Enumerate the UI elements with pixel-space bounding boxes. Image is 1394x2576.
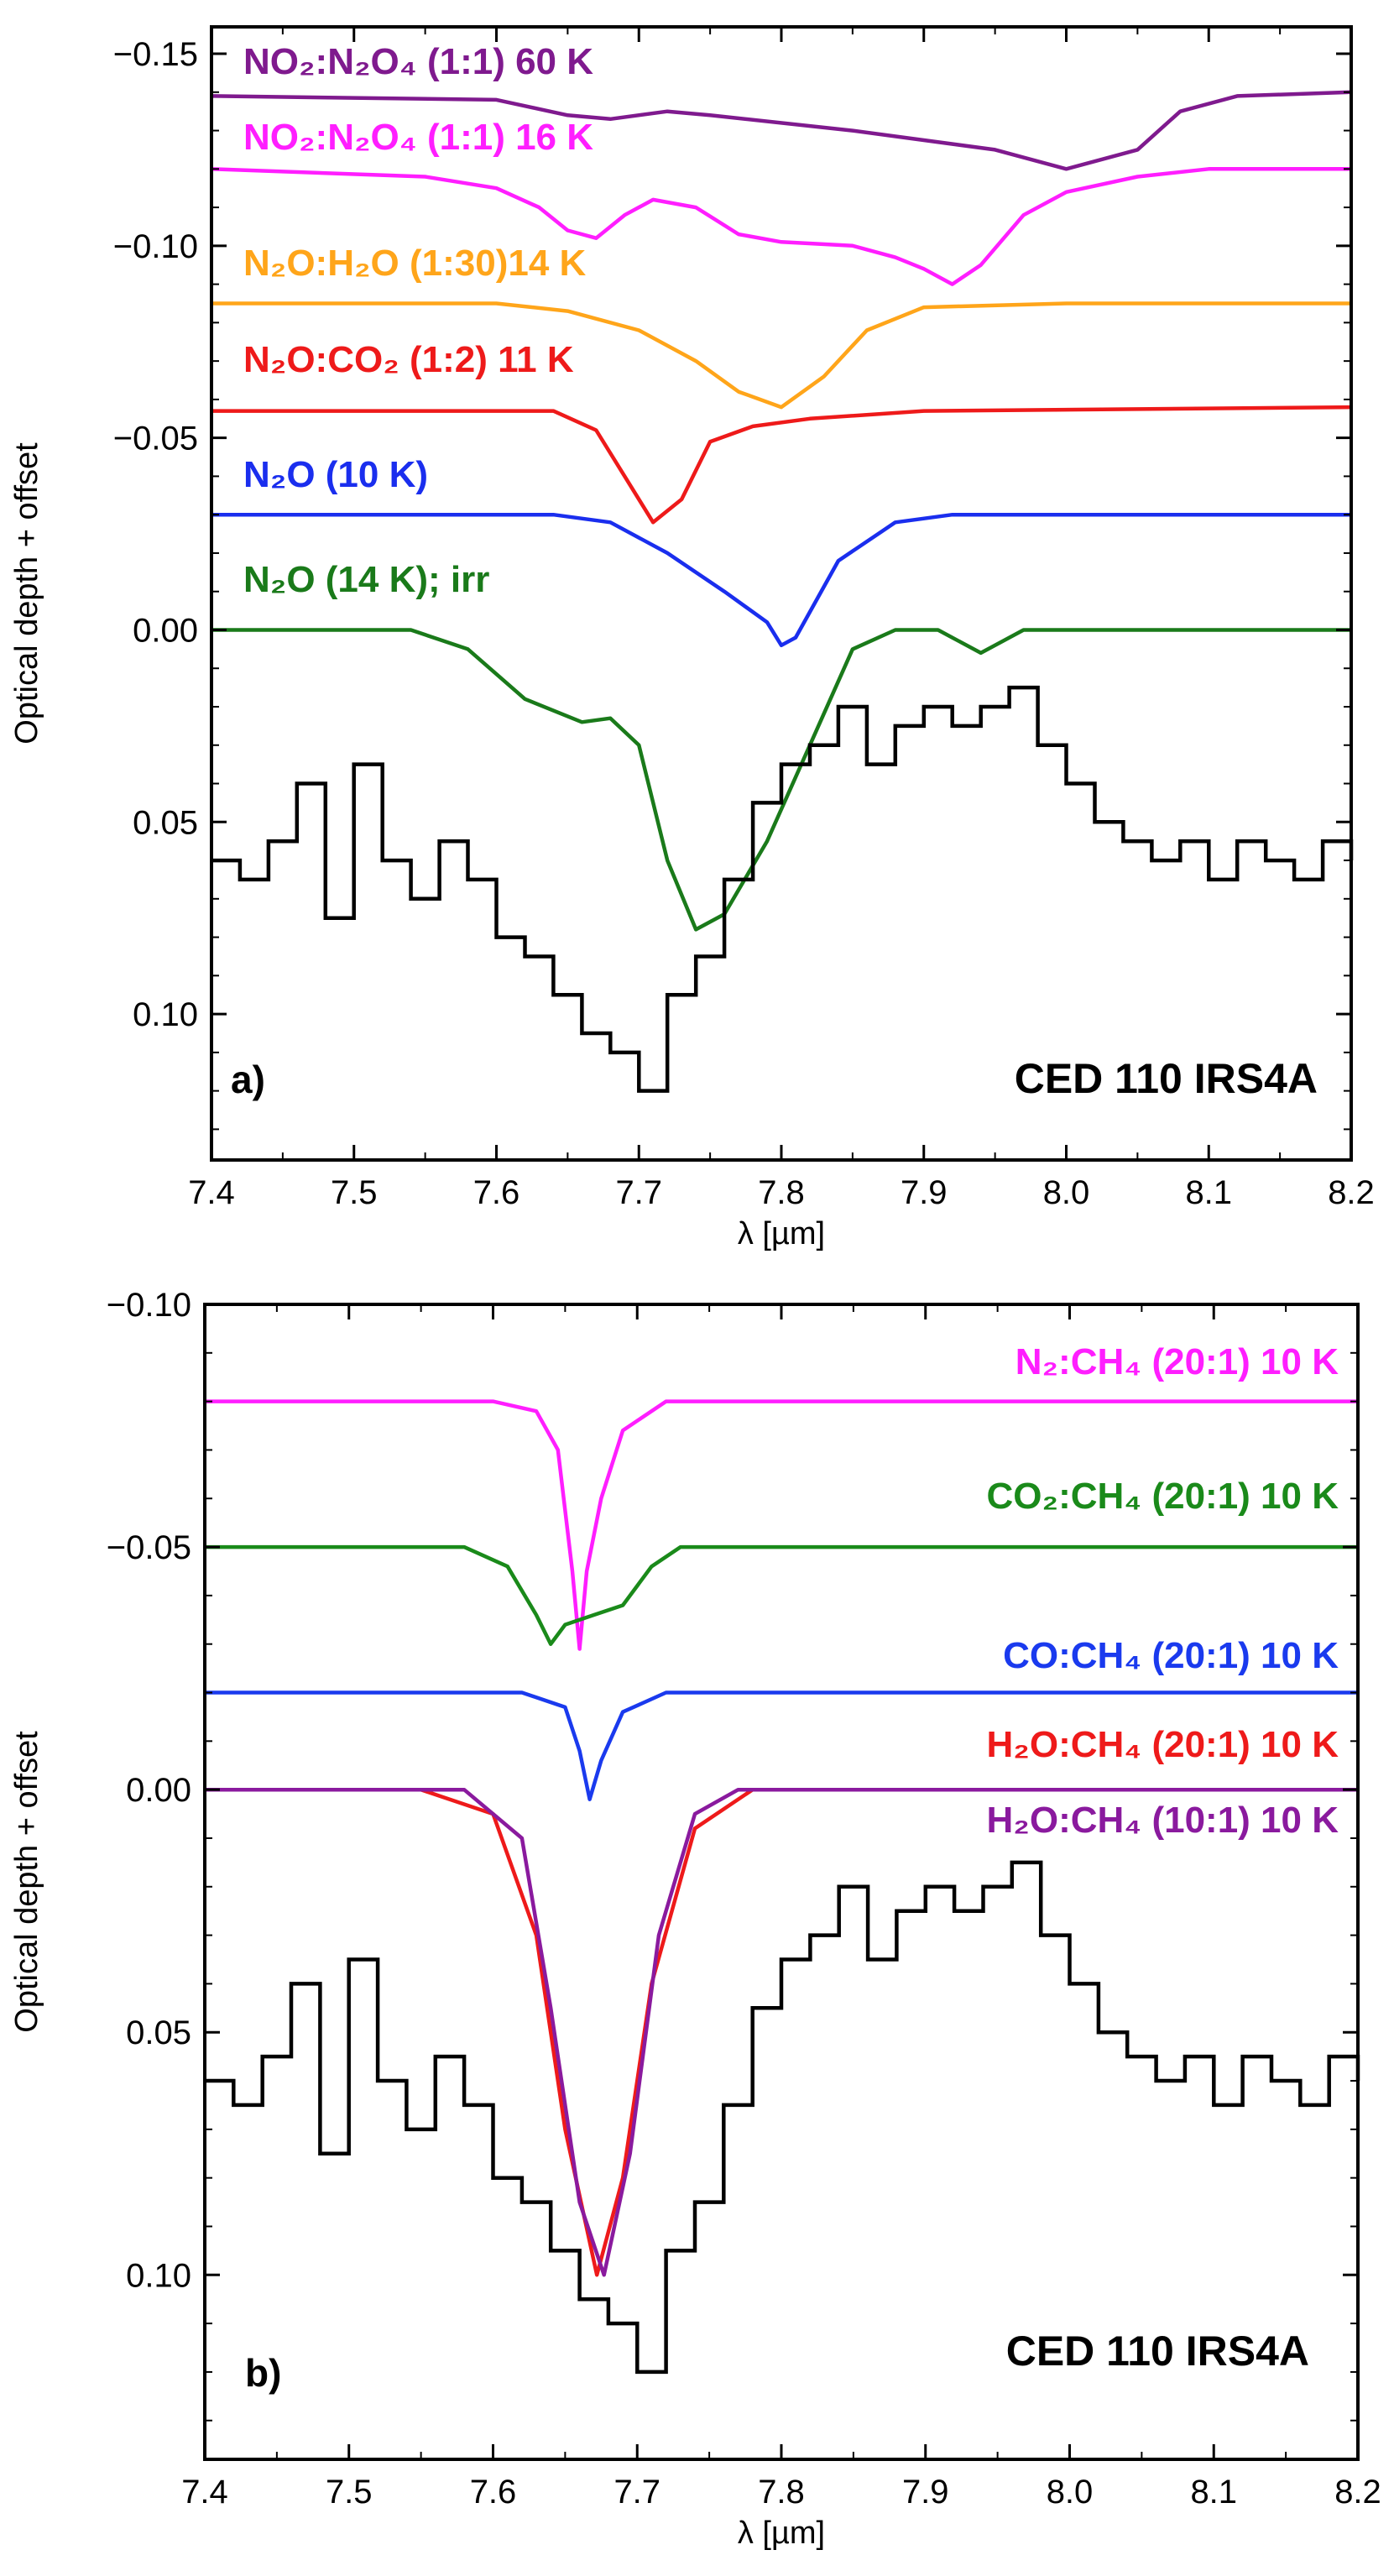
x-tick-label: 7.7 xyxy=(615,1174,662,1211)
x-tick-label: 7.7 xyxy=(613,2474,660,2511)
series-line-4 xyxy=(211,405,1352,525)
x-tick-label: 7.5 xyxy=(331,1174,378,1211)
legend-label-1: NO₂:N₂O₄ (1:1) 60 K xyxy=(243,41,593,82)
observed-spectrum xyxy=(211,685,1354,1093)
series-line-6 xyxy=(211,628,1351,932)
y-tick-label: 0.10 xyxy=(133,996,198,1033)
panel-label: b) xyxy=(245,2351,281,2395)
legend-label-1: N₂:CH₄ (20:1) 10 K xyxy=(1015,1341,1339,1382)
legend-label-2: NO₂:N₂O₄ (1:1) 16 K xyxy=(243,117,593,158)
x-tick-label: 7.4 xyxy=(181,2474,228,2511)
series-line-3 xyxy=(211,301,1351,410)
series-line-1 xyxy=(205,1399,1358,1651)
legend-label-3: N₂O:H₂O (1:30)14 K xyxy=(243,243,587,284)
x-tick-label: 7.8 xyxy=(758,2474,805,2511)
y-axis-title: Optical depth + offset xyxy=(9,442,44,745)
x-tick-label: 8.0 xyxy=(1047,2474,1094,2511)
panel-b: 7.4 7.5 7.6 7.7 7.8 7.9 8.0 8.1 8.2 −0.10 −0.05 0.0… xyxy=(9,1287,1381,2551)
y-tick-label: −0.05 xyxy=(113,421,198,457)
x-axis-title: λ [µm] xyxy=(738,2516,825,2551)
legend-label-4: H₂O:CH₄ (20:1) 10 K xyxy=(987,1724,1339,1765)
x-tick-label: 8.2 xyxy=(1328,1174,1375,1211)
x-tick-label: 7.9 xyxy=(902,2474,949,2511)
x-axis-title: λ [µm] xyxy=(738,1216,825,1251)
y-tick-label: 0.05 xyxy=(133,804,198,841)
y-tick-label: 0.00 xyxy=(133,612,198,649)
x-tick-label: 7.5 xyxy=(326,2474,373,2511)
y-tick-label: −0.15 xyxy=(113,36,198,73)
source-label: CED 110 IRS4A xyxy=(1006,2328,1309,2375)
x-tick-label: 7.6 xyxy=(470,2474,517,2511)
x-tick-label: 8.0 xyxy=(1043,1174,1090,1211)
series-line-4 xyxy=(205,1787,1358,2277)
x-tick-label: 7.6 xyxy=(473,1174,520,1211)
legend-label-6: N₂O (14 K); irr xyxy=(243,559,489,600)
source-label: CED 110 IRS4A xyxy=(1015,1055,1318,1102)
x-tick-label: 8.2 xyxy=(1334,2474,1381,2511)
legend-label-2: CO₂:CH₄ (20:1) 10 K xyxy=(987,1476,1339,1517)
y-tick-label: 0.00 xyxy=(126,1772,191,1809)
x-tick-label: 7.4 xyxy=(188,1174,235,1211)
series-line-5 xyxy=(211,512,1351,648)
series-line-1 xyxy=(211,90,1352,171)
y-tick-label: −0.10 xyxy=(113,228,198,265)
series-line-5 xyxy=(205,1787,1358,2277)
y-tick-label: 0.10 xyxy=(126,2257,191,2294)
x-tick-label: 7.9 xyxy=(901,1174,948,1211)
legend-label-5: H₂O:CH₄ (10:1) 10 K xyxy=(987,1800,1339,1841)
y-tick-label: −0.05 xyxy=(107,1529,191,1566)
y-axis-title: Optical depth + offset xyxy=(9,1731,44,2033)
x-tick-label: 8.1 xyxy=(1190,2474,1237,2511)
series-line-3 xyxy=(205,1690,1358,1801)
series-line-2 xyxy=(205,1544,1358,1646)
panel-a: 7.4 7.5 7.6 7.7 7.8 7.9 8.0 8.1 8.2 −0.15 −0.10 −0.… xyxy=(9,25,1375,1251)
observed-spectrum xyxy=(205,1860,1360,2375)
x-tick-label: 8.1 xyxy=(1185,1174,1232,1211)
legend-label-3: CO:CH₄ (20:1) 10 K xyxy=(1003,1635,1339,1676)
panel-label: a) xyxy=(231,1058,265,1101)
legend-label-4: N₂O:CO₂ (1:2) 11 K xyxy=(243,339,574,380)
y-tick-label: 0.05 xyxy=(126,2014,191,2051)
series-line-2 xyxy=(211,167,1351,286)
y-tick-label: −0.10 xyxy=(107,1287,191,1324)
x-tick-label: 7.8 xyxy=(758,1174,805,1211)
legend-label-5: N₂O (10 K) xyxy=(243,454,428,495)
